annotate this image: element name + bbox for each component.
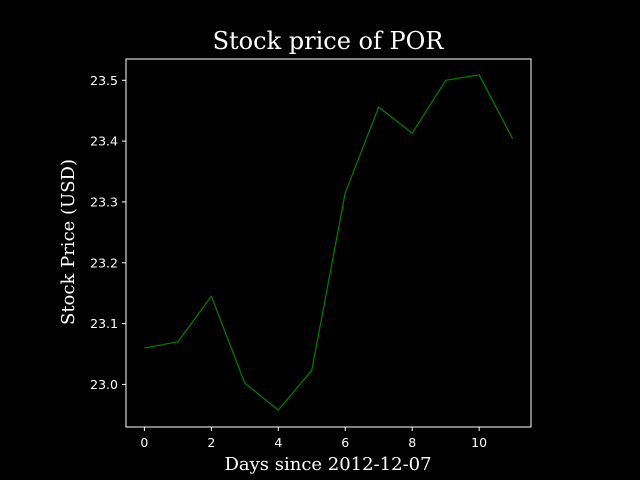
chart-title: Stock price of POR <box>213 27 445 55</box>
y-tick-label: 23.0 <box>90 377 118 392</box>
x-tick-label: 8 <box>408 435 416 450</box>
x-axis-label: Days since 2012-12-07 <box>224 454 431 475</box>
y-tick-label: 23.3 <box>90 194 118 209</box>
x-tick-label: 4 <box>274 435 282 450</box>
series-line-0 <box>144 74 514 411</box>
x-tick-label: 0 <box>140 435 148 450</box>
x-tick-label: 2 <box>207 435 215 450</box>
plot-area: 0 2 4 6 8 10 23.0 23.1 23.2 23.3 23.4 23.5 <box>90 58 532 450</box>
y-tick-label: 23.4 <box>90 134 118 149</box>
x-tick-label: 10 <box>471 435 487 450</box>
plot-frame <box>125 58 532 428</box>
x-tick-label: 6 <box>341 435 349 450</box>
y-tick-label: 23.1 <box>90 316 118 331</box>
y-axis-label: Stock Price (USD) <box>58 159 79 325</box>
y-tick-label: 23.2 <box>90 255 118 270</box>
y-tick-label: 23.5 <box>90 73 118 88</box>
